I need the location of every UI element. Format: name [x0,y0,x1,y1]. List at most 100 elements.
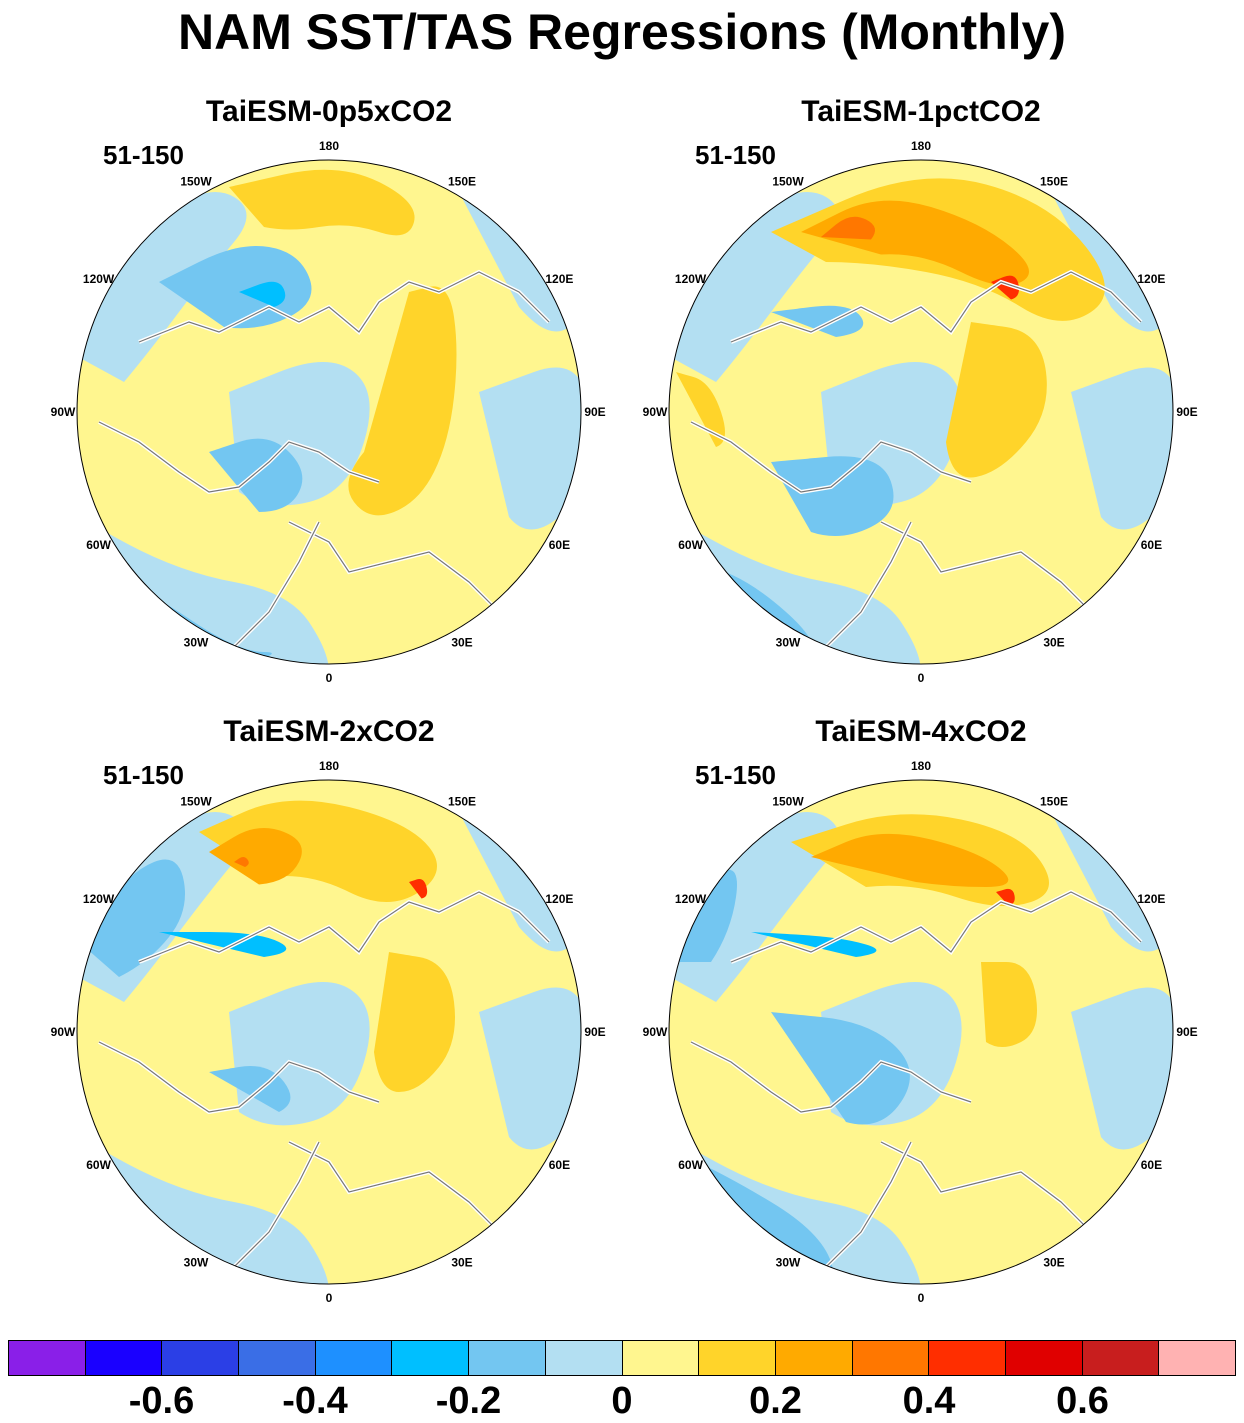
negative-anomaly-region [479,367,581,530]
longitude-label: 150W [772,175,804,189]
longitude-label: 90W [643,1025,668,1039]
negative-anomaly-region [1071,987,1173,1150]
period-label: 51-150 [695,140,776,170]
anomaly-contour [199,800,437,902]
longitude-label: 120W [83,892,115,906]
colorbar-swatch [852,1341,930,1375]
field-shading [77,160,581,664]
longitude-label: 0 [918,671,925,685]
longitude-label: 60E [1141,538,1162,552]
negative-anomaly-region [1071,367,1173,530]
negative-anomaly-region [77,192,247,382]
panel-title: TaiESM-1pctCO2 [801,95,1041,128]
longitude-label: 150W [180,175,212,189]
longitude-label: 90E [1176,405,1197,419]
map-boundary [668,159,1174,665]
anomaly-contour [348,286,457,516]
longitude-label: 30W [776,1255,801,1269]
negative-anomaly-region [479,987,581,1150]
colorbar-tick-label: 0.2 [749,1380,802,1422]
field-shading [77,780,581,1284]
colorbar-swatch [392,1341,470,1375]
map-boundary [76,779,582,1285]
longitude-label: 30E [451,635,472,649]
colorbar-swatch [239,1341,316,1375]
anomaly-contour [159,932,287,957]
coastline [138,891,550,963]
colorbar-swatch [622,1341,700,1375]
longitude-label: 150E [448,795,476,809]
coastline [690,421,972,493]
longitude-label: 30W [184,1255,209,1269]
panel-title: TaiESM-0p5xCO2 [205,95,453,128]
panel-title: TaiESM-2xCO2 [223,715,435,748]
map-panel-2xco2: TaiESM-2xCO2 51-150 180 150E 120E 90E 60E 30E… [29,712,629,1312]
coastline [288,1141,500,1233]
anomaly-contour [239,281,286,307]
longitude-label: 150E [1040,175,1068,189]
colorbar-swatch [162,1341,240,1375]
polar-map: 180 150E 120E 90E 60E 30E 0 30W 60W 90W 120W 150W [643,139,1198,685]
anomaly-contour [991,275,1019,300]
colorbar-tick-label: -0.2 [435,1380,502,1422]
colorbar-swatch [9,1341,86,1375]
longitude-label: 0 [326,1291,333,1305]
anomaly-contour [946,322,1047,478]
coastline [98,1041,380,1113]
panel-title: TaiESM-4xCO2 [815,715,1027,748]
longitude-label: 90E [584,1025,605,1039]
longitude-label: 0 [918,1291,925,1305]
anomaly-contour [409,879,428,899]
figure-title: NAM SST/TAS Regressions (Monthly) [177,4,1066,60]
longitude-label: 180 [319,139,339,153]
colorbar-tick-label: -0.4 [282,1380,348,1422]
longitude-label: 180 [319,759,339,773]
coastline [880,1141,1092,1233]
anomaly-contour [981,962,1037,1047]
negative-anomaly-region [459,812,579,952]
coastline [730,891,1142,963]
longitude-label: 150W [772,795,804,809]
coastline [138,271,550,343]
longitude-label: 120E [545,892,573,906]
longitude-label: 30W [776,635,801,649]
coastline [820,1141,912,1273]
longitude-label: 90W [51,405,76,419]
colorbar-tick-label: 0.6 [1056,1380,1109,1422]
period-label: 51-150 [695,760,776,790]
anomaly-contour [771,456,894,536]
longitude-label: 90E [584,405,605,419]
colorbar-tick-label: -0.6 [128,1380,195,1422]
longitude-label: 180 [911,139,931,153]
longitude-label: 150E [1040,795,1068,809]
coastline [98,421,380,493]
field-shading [669,780,1173,1284]
longitude-label: 150W [180,795,212,809]
longitude-label: 60W [86,1158,111,1172]
negative-anomaly-region [669,512,921,664]
anomaly-contour [821,216,875,240]
negative-anomaly-region [1051,812,1171,952]
colorbar-tick-label: 0.4 [902,1380,956,1422]
negative-anomaly-region [459,192,579,332]
longitude-label: 30E [451,1255,472,1269]
colorbar-swatch [1005,1341,1083,1375]
anomaly-contour [229,169,415,236]
field-shading [669,160,1173,664]
anomaly-contour [234,856,249,867]
colorbar-swatch [775,1341,853,1375]
longitude-label: 180 [911,759,931,773]
colorbar-tick-label: 0 [611,1380,633,1422]
colorbar-swatch [1082,1341,1160,1375]
colorbar-swatch [545,1341,623,1375]
colorbar-swatch [1159,1341,1235,1375]
anomaly-contour [811,833,1009,887]
polar-map: 180 150E 120E 90E 60E 30E 0 30W 60W 90W 120W 150W [51,759,606,1305]
coastline [690,1041,972,1113]
anomaly-contour [771,305,864,337]
longitude-label: 0 [326,671,333,685]
map-boundary [76,159,582,665]
colorbar-labels: -0.6 -0.4 -0.2 0 0.2 0.4 0.6 [8,1376,1236,1422]
longitude-label: 60E [1141,1158,1162,1172]
map-panel-0p5xco2: TaiESM-0p5xCO2 51-150 180 150E 120E 90E 60E 3… [29,92,629,692]
